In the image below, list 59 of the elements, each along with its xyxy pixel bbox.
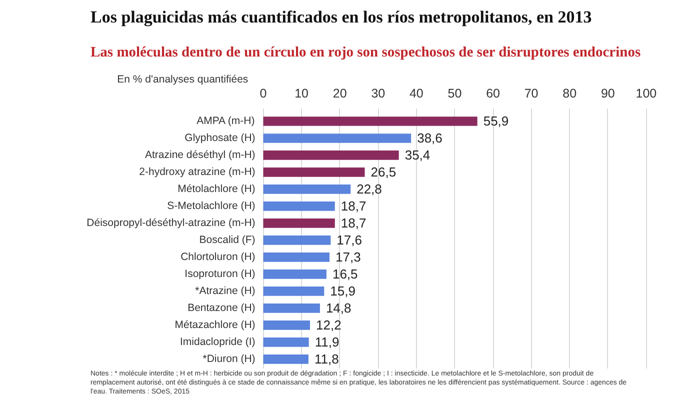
x-tick-label: 90 — [600, 86, 615, 100]
bar — [263, 184, 351, 194]
data-label: 17,6 — [336, 232, 362, 248]
x-tick-label: 50 — [448, 86, 462, 100]
bar — [263, 354, 308, 364]
data-label: 55,9 — [483, 114, 509, 129]
x-tick-label: 10 — [294, 86, 309, 100]
bar — [263, 168, 365, 177]
y-tick-label: Métazachlore (H) — [174, 319, 256, 332]
bar — [263, 236, 331, 245]
y-tick-label: Déisopropyl-déséthyl-atrazine (m-H) — [86, 217, 256, 230]
y-tick-label: S-Metolachlore (H) — [167, 200, 256, 212]
y-tick-label: *Atrazine (H) — [195, 285, 256, 298]
bar — [263, 134, 412, 143]
y-tick-label: AMPA (m-H) — [196, 115, 255, 128]
data-label: 11,9 — [314, 334, 340, 350]
data-label: 14,8 — [326, 300, 352, 316]
y-tick-label: Imidaclopride (I) — [180, 336, 256, 348]
data-label: 38,6 — [417, 130, 442, 146]
chart-title: Los plaguicidas más cuantificados en los ríos metropolitanos, en 2013 — [90, 8, 592, 26]
x-tick-label: 80 — [562, 86, 577, 100]
chart-subtitle: Las moléculas dentro de un círculo en rojo son sospechosos de ser disruptores endocrinos — [90, 44, 641, 60]
x-tick-label: 40 — [409, 86, 424, 100]
data-label: 22,8 — [356, 182, 382, 197]
bar — [263, 304, 320, 313]
y-tick-label: Isoproturon (H) — [184, 268, 256, 280]
data-label: 11,8 — [314, 352, 339, 367]
bar — [263, 218, 335, 228]
data-label: 26,5 — [370, 164, 396, 180]
y-tick-label: Atrazine déséthyl (m-H) — [144, 149, 256, 162]
data-label: 35,4 — [404, 148, 430, 163]
x-tick-label: 30 — [371, 86, 386, 100]
x-tick-label: 60 — [486, 86, 500, 100]
x-tick-label: 0 — [260, 86, 267, 100]
y-tick-label: 2-hydroxy atrazine (m-H) — [139, 166, 256, 178]
x-axis-title: En % d'analyses quantifiées — [117, 74, 248, 86]
bar — [263, 320, 310, 330]
data-label: 12,2 — [316, 318, 342, 333]
data-label: 17,3 — [336, 250, 361, 265]
bar — [263, 286, 324, 296]
y-tick-label: Bentazone (H) — [188, 302, 256, 314]
y-tick-label: Chlortoluron (H) — [180, 251, 256, 264]
x-tick-label: 100 — [636, 86, 657, 100]
y-tick-label: *Diuron (H) — [202, 353, 256, 366]
x-tick-label: 20 — [332, 86, 347, 100]
x-tick-label: 70 — [524, 86, 538, 100]
data-label: 15,9 — [330, 284, 356, 299]
bar — [263, 270, 326, 279]
bar — [263, 150, 399, 160]
data-label: 16,5 — [332, 266, 358, 282]
bar — [263, 337, 309, 347]
bar — [263, 202, 335, 211]
bar — [263, 252, 330, 262]
y-tick-label: Métolachlore (H) — [178, 183, 256, 196]
data-label: 18,7 — [340, 198, 366, 214]
y-tick-label: Glyphosate (H) — [184, 132, 256, 144]
data-label: 18,7 — [340, 216, 366, 231]
bar — [263, 116, 478, 126]
y-tick-label: Boscalid (F) — [199, 234, 256, 246]
